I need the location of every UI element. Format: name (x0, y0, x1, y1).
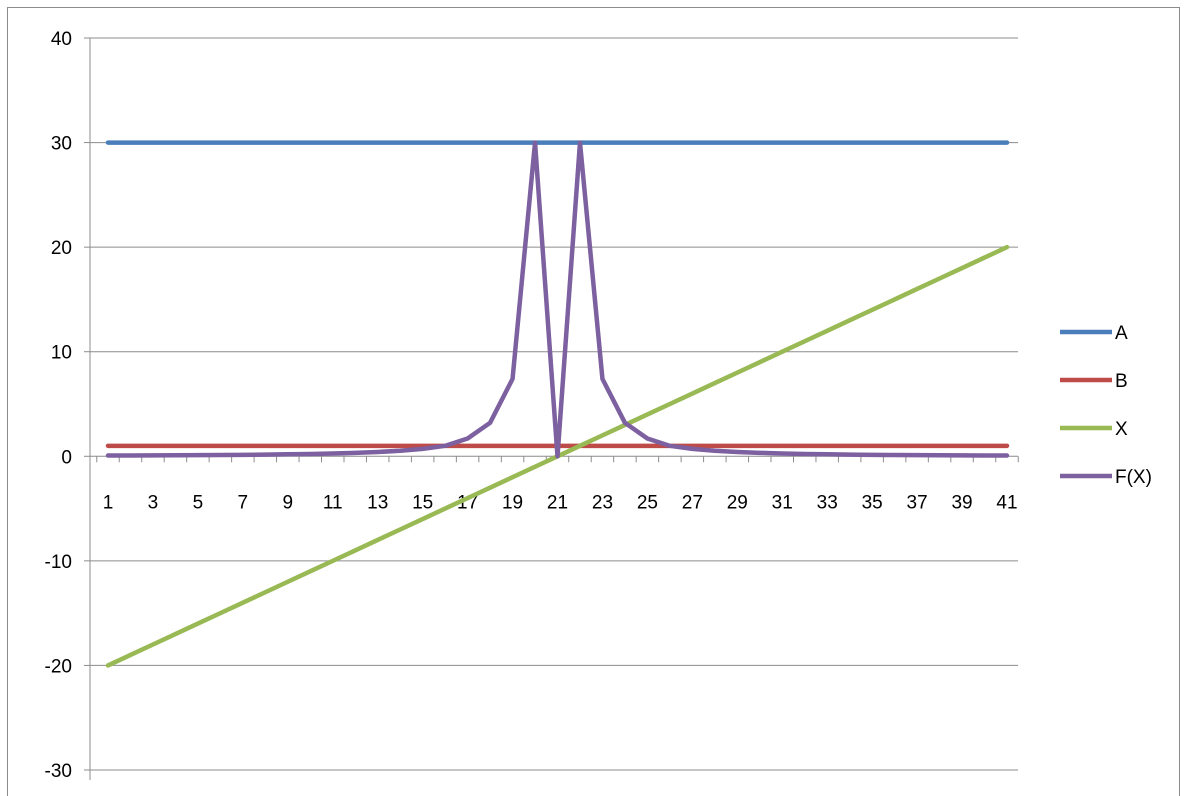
legend-label-a: A (1115, 323, 1128, 344)
y-tick-label: 30 (51, 134, 72, 155)
legend-label-x: X (1115, 419, 1128, 440)
x-tick-label: 1 (103, 492, 114, 513)
x-tick-label: 29 (727, 492, 748, 513)
x-tick-label: 33 (817, 492, 838, 513)
y-tick-label: 0 (61, 447, 72, 468)
y-tick-label: 20 (51, 238, 72, 259)
x-tick-label: 3 (148, 492, 159, 513)
x-tick-label: 9 (283, 492, 294, 513)
legend-label-b: B (1115, 371, 1128, 392)
legend-label-f-x: F(X) (1115, 467, 1152, 488)
x-tick-label: 39 (951, 492, 972, 513)
legend: A B X F(X) (1060, 323, 1152, 488)
x-tick-label: 41 (996, 492, 1017, 513)
y-tick-label: -30 (45, 761, 72, 782)
x-tick-label: 23 (592, 492, 613, 513)
x-tick-label: 7 (238, 492, 249, 513)
x-tick-label: 31 (772, 492, 793, 513)
x-tick-label: 13 (367, 492, 388, 513)
x-tick-label: 19 (502, 492, 523, 513)
chart-area (7, 7, 1180, 796)
series-line-f-x (105, 140, 1010, 459)
x-tick-label: 15 (412, 492, 433, 513)
x-tick-label: 5 (193, 492, 204, 513)
x-tick-label: 27 (682, 492, 703, 513)
y-tick-label: -20 (45, 656, 72, 677)
series-lines (105, 140, 1010, 668)
x-tick-label: 11 (323, 492, 343, 513)
y-tick-label: -10 (45, 552, 72, 573)
y-tick-label: 40 (51, 29, 72, 50)
x-tick-label: 35 (862, 492, 883, 513)
y-tick-label: 10 (51, 343, 72, 364)
x-tick-label: 25 (637, 492, 658, 513)
x-tick-label: 21 (547, 492, 568, 513)
x-tick-label: 37 (907, 492, 928, 513)
